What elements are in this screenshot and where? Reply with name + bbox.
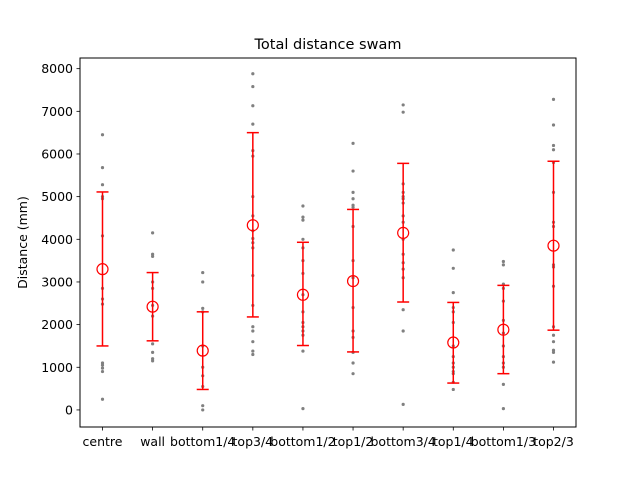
data-point [151,359,155,363]
data-point [451,248,455,252]
data-point [100,369,105,374]
x-tick-label: bottom1/2 [270,434,335,449]
data-point [251,72,255,76]
data-point [251,122,255,126]
mean-marker [397,226,410,240]
data-point [451,266,455,270]
y-tick-label: 6000 [41,146,73,161]
y-tick-label: 4000 [41,232,73,247]
y-tick-label: 3000 [41,274,73,289]
data-point [301,218,305,222]
data-point [351,372,355,376]
x-axis: centre wall bottom1/4top3/4bottom1/2top1/2… [83,427,574,449]
data-point [451,291,455,295]
plot-area [80,58,576,427]
data-point [151,350,155,354]
mean-marker [96,263,109,276]
data-point [201,280,205,284]
data-point [100,133,105,137]
data-layer [96,72,560,412]
data-point [301,237,305,241]
x-tick-label: centre [83,434,123,449]
data-point [351,141,355,145]
data-point [251,325,255,329]
data-point [251,329,255,333]
data-point [251,104,255,108]
data-point [201,404,205,408]
x-tick-label: top2/3 [533,434,574,449]
data-point [401,402,405,406]
data-point [201,270,205,275]
data-point [501,407,505,411]
y-axis: 0 1000 2000 3000 4000 5000 6000 7000 8000 [41,61,80,417]
data-point [301,349,305,353]
x-tick-label: top1/4 [433,434,474,449]
chart-title: Total distance swam [254,37,402,53]
data-point [100,166,105,170]
data-point [151,342,155,346]
data-point [451,387,455,392]
data-point [351,190,355,194]
x-tick-label: bottom3/4 [371,434,436,449]
data-point [551,97,556,101]
data-point [100,363,105,367]
data-point [551,143,556,148]
data-point [501,259,505,264]
data-point [351,197,355,201]
x-tick-label: top1/2 [333,434,374,449]
data-point [251,349,255,353]
data-point [551,340,556,344]
mean-marker [196,344,209,357]
y-tick-label: 0 [65,402,73,417]
data-point [100,366,105,370]
data-point [301,204,305,208]
data-point [401,329,405,333]
x-tick-label: top3/4 [233,434,274,449]
data-point [551,148,556,152]
data-point [151,231,155,235]
mean-marker [296,288,310,301]
data-point [351,169,355,173]
data-point [351,205,355,209]
y-axis-label: Distance (mm) [15,196,30,289]
mean-marker [547,239,560,252]
data-point [301,407,305,411]
data-point [401,110,405,114]
data-point [100,183,105,187]
mean-marker [346,275,360,288]
data-point [551,360,556,364]
data-point [401,103,405,107]
x-tick-label: wall [140,434,165,449]
y-tick-label: 2000 [41,317,73,332]
y-tick-label: 1000 [41,360,73,375]
x-tick-label: bottom1/3 [471,434,536,449]
mean-marker [497,323,510,336]
data-point [100,397,105,401]
data-point [151,254,155,258]
data-point [301,215,305,219]
mean-marker [246,219,259,232]
x-tick-label: bottom1/4 [170,434,235,449]
data-point [201,408,205,412]
data-point [251,340,255,344]
mean-marker [146,300,159,313]
y-tick-label: 5000 [41,189,73,204]
data-point [401,308,405,312]
data-point [501,382,505,386]
data-point [551,123,556,127]
data-point [551,333,556,337]
y-tick-label: 7000 [41,104,73,119]
data-point [251,84,255,89]
plot-frame [79,57,577,428]
y-tick-label: 8000 [41,61,73,76]
data-point [251,352,255,357]
data-point [351,361,355,365]
data-point [551,350,556,354]
mean-marker [447,336,460,349]
data-point [501,263,505,267]
data-point [201,306,205,311]
